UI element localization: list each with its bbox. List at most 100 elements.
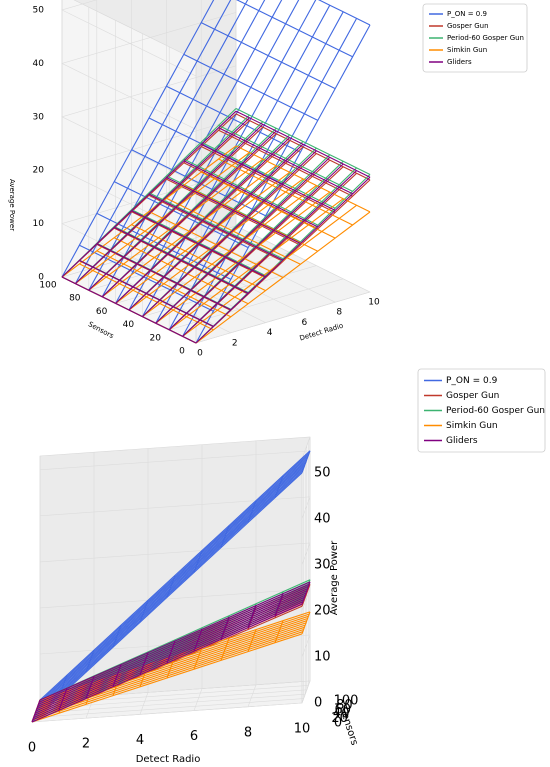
grid-line-y [195,291,371,344]
wire-line [195,24,371,344]
z-tick-label: 40 [314,511,331,526]
grid-line-z [61,65,237,184]
y-tick-label: 60 [96,307,108,317]
wire-line [88,0,249,291]
z-tick-label: 30 [314,557,331,572]
x-tick-label: 8 [336,308,342,318]
legend-label: Simkin Gun [446,421,498,431]
series-surface [31,581,311,723]
x-tick-label: 4 [267,328,273,338]
grid-line-z [39,588,311,612]
y-tick-label: 80 [69,294,81,304]
z-tick-label: 50 [33,6,45,16]
x-tick-label: 2 [82,737,90,752]
series-surface [61,145,371,344]
wire-line [142,150,317,317]
z-axis-label: Average Power [329,540,340,615]
wire-line [31,472,303,723]
wire-line [35,592,307,712]
z-axis-label: Average Power [8,179,16,231]
wire-line [182,170,357,337]
wire-line [88,158,264,291]
pane-side-wall [301,436,311,704]
x-axis-label: Detect Radio [136,754,201,765]
legend-label: P_ON = 0.9 [447,10,487,18]
wire-line [101,165,277,298]
grid-line-z [39,496,311,519]
z-tick-label: 20 [314,603,331,618]
wire-line [38,454,309,705]
wire-line [39,581,311,701]
legend-label: Gliders [447,58,472,66]
surfaces [61,0,371,344]
wire-line [115,171,290,304]
axes-grid [61,0,371,344]
series-surface [31,450,311,723]
wire-line [33,628,304,719]
grid-line-z [39,634,311,658]
z-tick-label: 0 [38,273,44,283]
wire-line [31,603,303,723]
wire-line [34,465,305,716]
x-tick-label: 10 [294,722,311,737]
wire-line [155,191,331,324]
legend-box [422,3,528,73]
wire-line [195,211,371,344]
wire-line [38,583,310,703]
y-tick-label: 0 [179,347,185,357]
series-surface [61,110,371,344]
y-tick-label: 20 [331,711,348,726]
y-tick-label: 0 [334,716,342,731]
grid-line-x [31,456,41,723]
wire-line [168,198,344,331]
y-tick-label: 20 [149,333,161,343]
wire-line [128,143,304,311]
wire-line [168,11,344,331]
wire-line [34,463,306,714]
wire-line [155,4,331,324]
x-tick-label: 10 [368,298,380,308]
wire-line [61,145,237,278]
wire-line [38,452,310,703]
wire-line [101,0,266,298]
wire-line [128,178,304,311]
wire-line [195,176,371,344]
wire-line [75,117,250,284]
z-tick-label: 30 [33,112,45,122]
y-axis-label: Sensors [87,320,115,340]
x-tick-label: 6 [190,729,198,744]
axes-panes [61,0,371,344]
wire-line [74,0,232,284]
wire-line [38,585,309,705]
wire-line [155,157,331,324]
legend-label: Gliders [446,436,478,446]
wire-line [88,124,264,291]
wire-line [61,0,215,278]
legend-box [417,368,546,453]
x-tick-label: 0 [197,349,203,359]
legend: P_ON = 0.9 Gosper Gun Period-60 Gosper Gun… [417,368,546,453]
grid-line-z [61,12,237,130]
wire-line [32,631,303,721]
surfaces [31,450,311,723]
grid-line-z [39,680,311,704]
wire-line [128,0,300,311]
wire-line [317,0,371,26]
wire-line [34,594,306,714]
z-tick-label: 10 [314,650,331,665]
grid-line-y [33,698,304,718]
z-tick-label: 10 [33,219,45,229]
wire-line [37,456,308,708]
grid-line-y [31,702,303,723]
legend-label: Period-60 Gosper Gun [447,34,524,42]
x-tick-label: 6 [302,318,308,328]
y-tick-label: 40 [123,320,135,330]
wire-line [101,130,277,298]
wire-line [141,0,317,317]
wire-line [34,596,305,716]
wire-line [36,459,308,710]
